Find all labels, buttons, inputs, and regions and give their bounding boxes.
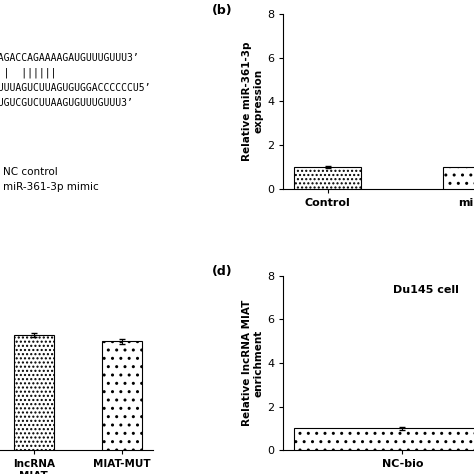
Bar (294, 167, 361, 189)
Text: Du145 cell: Du145 cell (393, 284, 459, 294)
Text: (b): (b) (212, 4, 233, 17)
Text: 5’AGACCAGAAAAGAUGUUUGUUU3’
 | |  ||||||
3’UUUAGUCUUAGUGUGGACCCCCCU5’
5’UGUCGUCUU: 5’AGACCAGAAAAGAUGUUUGUUU3’ | | |||||| 3’… (0, 53, 151, 108)
Bar (102, 341, 142, 450)
Legend: NC control, miR-361-3p mimic: NC control, miR-361-3p mimic (0, 166, 99, 192)
Y-axis label: Relative lncRNA MIAT
enrichment: Relative lncRNA MIAT enrichment (242, 300, 263, 426)
Bar (444, 167, 474, 189)
Bar (294, 428, 474, 450)
Y-axis label: Relative miR-361-3p
expression: Relative miR-361-3p expression (242, 42, 263, 161)
Bar (14, 335, 54, 450)
Text: (d): (d) (212, 265, 233, 278)
